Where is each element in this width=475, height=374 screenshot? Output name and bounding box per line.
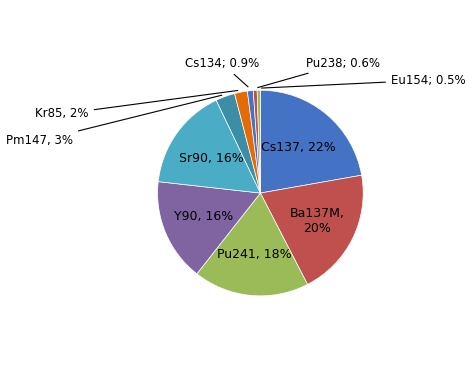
- Wedge shape: [235, 91, 260, 193]
- Wedge shape: [260, 175, 363, 284]
- Wedge shape: [197, 193, 307, 296]
- Wedge shape: [253, 90, 260, 193]
- Wedge shape: [247, 91, 260, 193]
- Wedge shape: [216, 94, 260, 193]
- Text: Pm147, 3%: Pm147, 3%: [6, 95, 222, 147]
- Wedge shape: [260, 90, 361, 193]
- Wedge shape: [257, 90, 260, 193]
- Text: Sr90, 16%: Sr90, 16%: [180, 152, 244, 165]
- Text: Y90, 16%: Y90, 16%: [174, 211, 233, 223]
- Text: Cs137, 22%: Cs137, 22%: [261, 141, 336, 154]
- Text: Cs134; 0.9%: Cs134; 0.9%: [185, 57, 259, 87]
- Text: Pu238; 0.6%: Pu238; 0.6%: [258, 57, 380, 88]
- Text: Ba137M,
20%: Ba137M, 20%: [290, 207, 345, 235]
- Text: Pu241, 18%: Pu241, 18%: [217, 248, 292, 261]
- Text: Eu154; 0.5%: Eu154; 0.5%: [262, 74, 466, 88]
- Text: Kr85, 2%: Kr85, 2%: [35, 91, 238, 120]
- Wedge shape: [158, 100, 260, 193]
- Wedge shape: [158, 182, 260, 274]
